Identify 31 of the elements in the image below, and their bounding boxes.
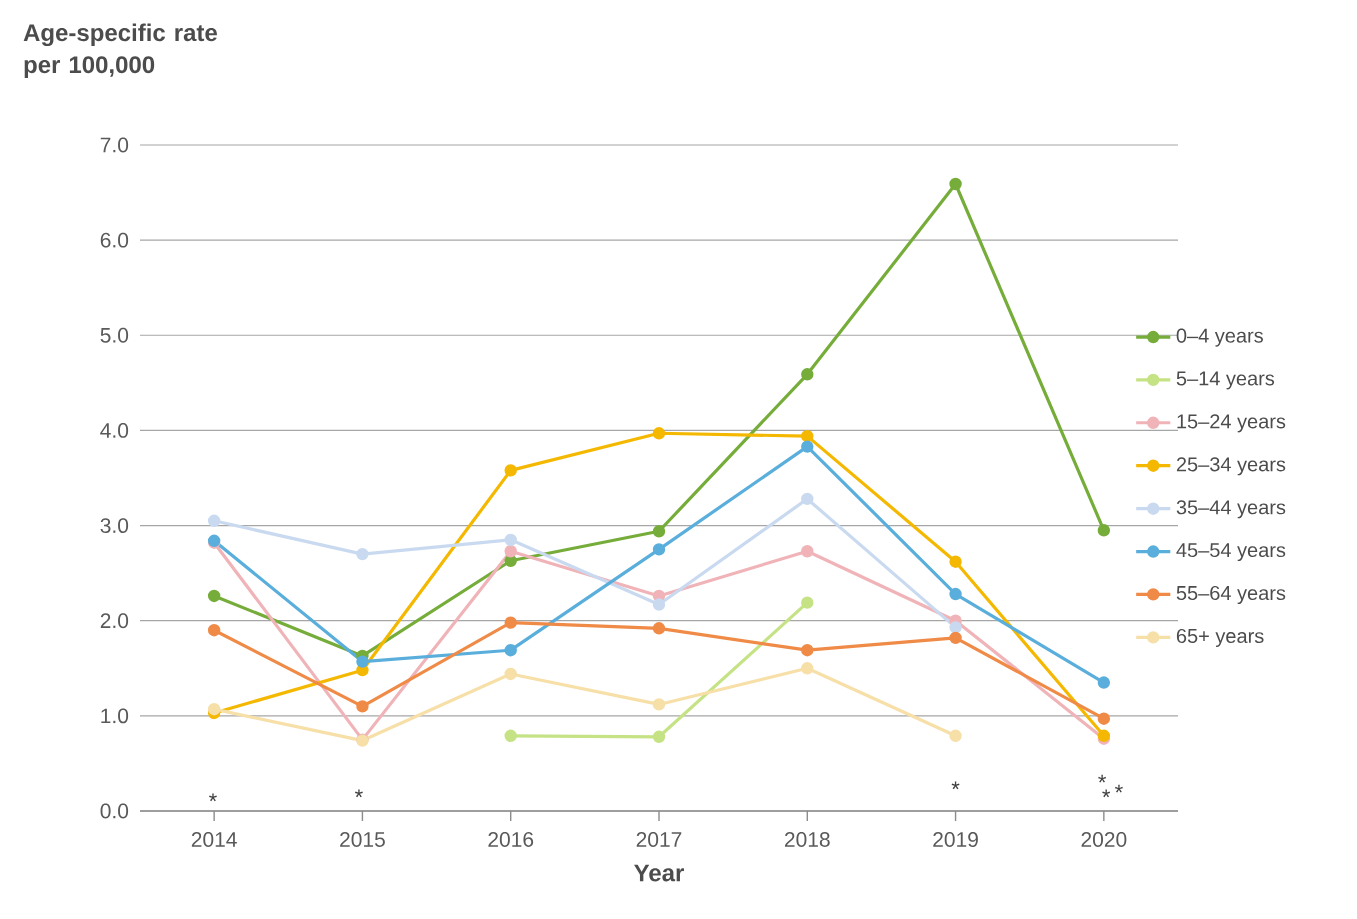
x-tick-label: 2018 xyxy=(784,832,830,847)
legend-label: 45–54 years xyxy=(1176,543,1286,562)
x-tick-label: 2019 xyxy=(933,832,978,847)
annotation: * xyxy=(354,789,363,798)
y-tick-label: 1.0 xyxy=(101,708,129,724)
y-tick-label: 4.0 xyxy=(100,423,129,438)
y-tick-label: 5.0 xyxy=(100,327,129,343)
x-tick-label: 2020 xyxy=(1081,832,1127,847)
legend-label: 35–44 years xyxy=(1176,500,1286,519)
legend-label: 0–4 years xyxy=(1176,328,1263,347)
annotation: * xyxy=(1102,789,1111,798)
x-tick-label: 2017 xyxy=(636,832,682,847)
annotation: * xyxy=(951,781,960,790)
x-tick-label: 2014 xyxy=(191,832,237,847)
legend-label: 5–14 years xyxy=(1176,371,1275,390)
annotation: * xyxy=(209,793,217,802)
x-tick-label: 2016 xyxy=(488,832,534,847)
annotation: * xyxy=(1114,784,1123,793)
y-tick-label: 2.0 xyxy=(100,613,129,629)
x-axis-title: Year xyxy=(634,864,684,882)
y-tick-label: 6.0 xyxy=(100,232,129,248)
legend-label: 65+ years xyxy=(1176,628,1264,647)
x-tick-label: 2015 xyxy=(340,832,385,847)
legend-label: 55–64 years xyxy=(1176,585,1286,605)
legend-label: 25–34 years xyxy=(1176,457,1286,476)
annotation: * xyxy=(1098,774,1107,783)
y-axis-title: Age-specific rate per 100,000 xyxy=(23,23,217,78)
y-tick-label: 0.0 xyxy=(100,803,129,819)
legend-label: 15–24 years xyxy=(1177,414,1286,433)
y-tick-label: 3.0 xyxy=(100,518,129,534)
y-tick-label: 7.0 xyxy=(100,137,129,153)
